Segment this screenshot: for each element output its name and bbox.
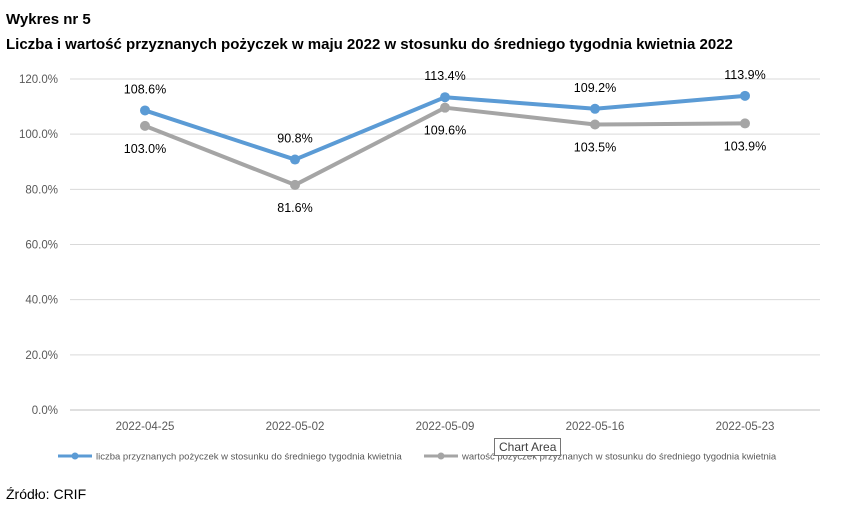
y-axis-ticks: 0.0% 20.0% 40.0% 60.0% 80.0% 100.0% 120.0% xyxy=(19,74,58,417)
x-tick-label: 2022-05-02 xyxy=(266,421,325,433)
data-point xyxy=(290,154,300,165)
data-point xyxy=(140,105,150,116)
data-label: 81.6% xyxy=(277,201,312,215)
chart-title: Liczba i wartość przyznanych pożyczek w … xyxy=(6,36,733,53)
data-point xyxy=(290,179,300,190)
y-tick-label: 0.0% xyxy=(32,405,58,417)
data-point xyxy=(740,118,750,129)
legend-label: wartość pożyczek przyznanych w stosunku … xyxy=(461,452,777,463)
legend-label: liczba przyznanych pożyczek w stosunku d… xyxy=(96,452,402,463)
data-label: 109.2% xyxy=(574,81,616,95)
data-point xyxy=(590,119,600,130)
data-point xyxy=(740,90,750,101)
y-tick-label: 100.0% xyxy=(19,129,58,141)
gridlines xyxy=(70,78,820,411)
x-tick-label: 2022-05-23 xyxy=(716,421,775,433)
y-tick-label: 80.0% xyxy=(25,184,58,196)
data-label: 103.0% xyxy=(124,142,166,156)
y-tick-label: 60.0% xyxy=(25,240,58,252)
data-label: 109.6% xyxy=(424,124,466,138)
y-tick-label: 40.0% xyxy=(25,295,58,307)
chart-area-tooltip: Chart Area xyxy=(494,438,562,456)
source-note: Źródło: CRIF xyxy=(6,486,87,502)
data-point xyxy=(140,120,150,131)
data-label: 103.9% xyxy=(724,139,766,153)
x-tick-label: 2022-04-25 xyxy=(116,421,175,433)
data-label: 90.8% xyxy=(277,132,312,146)
data-labels: 108.6% 90.8% 113.4% 109.2% 113.9% 103.0% 81.6%… xyxy=(124,68,766,215)
data-point xyxy=(440,102,450,113)
data-label: 108.6% xyxy=(124,82,166,96)
legend-marker xyxy=(437,452,445,460)
x-axis-ticks: 2022-04-25 2022-05-02 2022-05-09 2022-05-16… xyxy=(116,421,775,433)
legend-marker xyxy=(71,452,79,460)
y-tick-label: 20.0% xyxy=(25,350,58,362)
line-chart[interactable]: 0.0% 20.0% 40.0% 60.0% 80.0% 100.0% 120.0% 202… xyxy=(0,0,850,480)
figure-label: Wykres nr 5 xyxy=(6,11,91,28)
y-tick-label: 120.0% xyxy=(19,74,58,86)
data-point xyxy=(440,92,450,103)
data-label: 113.9% xyxy=(724,68,765,82)
data-label: 113.4% xyxy=(424,69,465,83)
legend[interactable]: liczba przyznanych pożyczek w stosunku d… xyxy=(58,452,777,463)
data-label: 103.5% xyxy=(574,141,616,155)
data-point xyxy=(590,103,600,114)
series-line-2 xyxy=(143,105,747,187)
series-lines xyxy=(140,90,750,190)
x-tick-label: 2022-05-16 xyxy=(566,421,625,433)
x-tick-label: 2022-05-09 xyxy=(416,421,475,433)
